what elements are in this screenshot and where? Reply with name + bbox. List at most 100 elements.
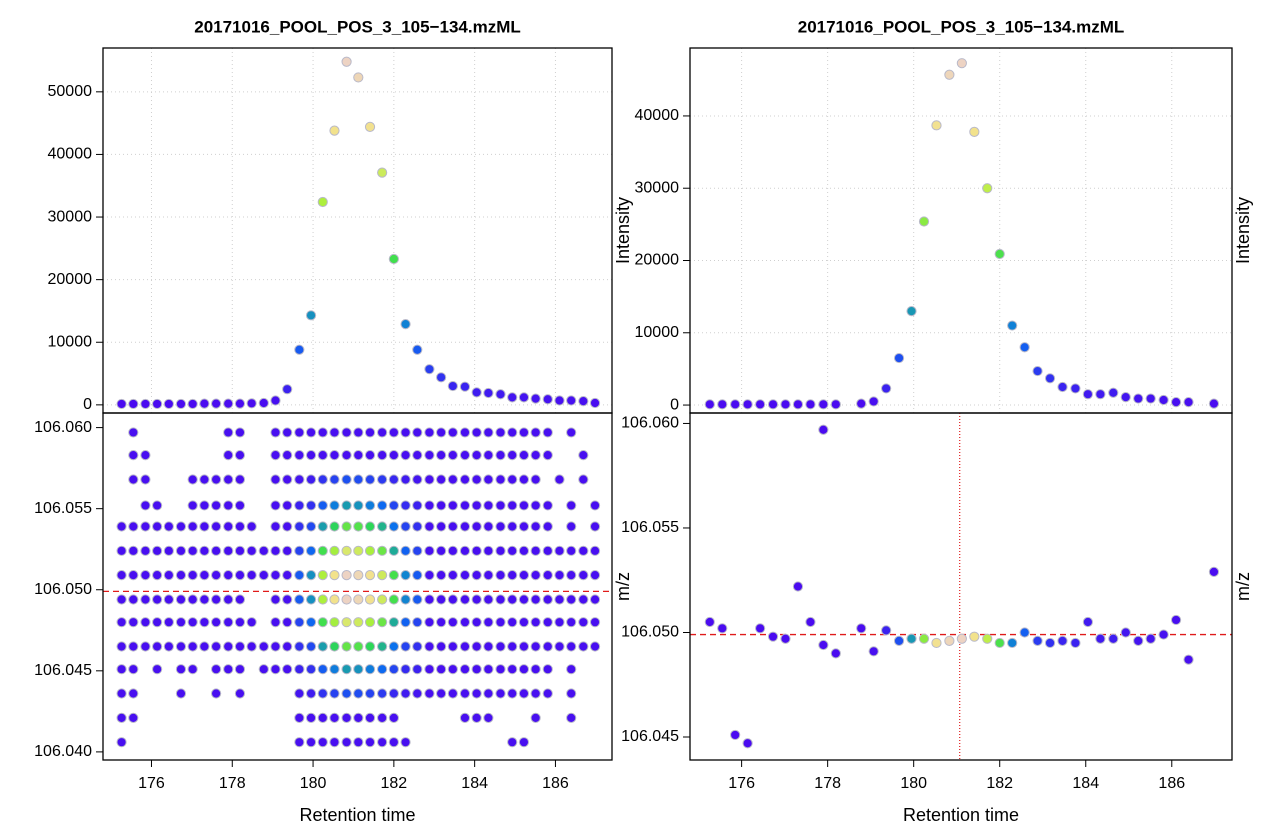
point — [353, 521, 364, 532]
point — [211, 617, 222, 628]
point — [246, 570, 257, 581]
point — [116, 641, 127, 652]
point — [388, 688, 399, 699]
point — [341, 474, 352, 485]
point — [424, 664, 435, 675]
y-tick-label: 106.055 — [34, 500, 92, 517]
point — [199, 521, 210, 532]
point — [364, 521, 376, 532]
point — [542, 570, 553, 581]
point — [578, 450, 589, 461]
point — [364, 664, 376, 675]
point — [755, 623, 766, 634]
point — [187, 500, 198, 511]
point — [388, 737, 399, 748]
point — [554, 570, 565, 581]
point — [364, 121, 376, 132]
point — [436, 372, 447, 383]
point — [1057, 635, 1068, 646]
point — [163, 617, 174, 628]
point — [305, 474, 317, 485]
point — [175, 545, 187, 556]
point — [518, 521, 530, 532]
point — [329, 474, 340, 485]
point — [305, 737, 317, 748]
point — [116, 688, 127, 699]
point — [424, 641, 435, 652]
point — [589, 521, 601, 532]
point — [187, 474, 198, 485]
point — [518, 427, 530, 438]
point — [483, 641, 494, 652]
point — [258, 664, 269, 675]
point — [436, 474, 447, 485]
point — [128, 427, 139, 438]
point — [377, 427, 388, 438]
point — [507, 500, 518, 511]
point — [294, 521, 305, 532]
point — [317, 500, 328, 511]
point — [305, 500, 317, 511]
point — [542, 641, 553, 652]
point — [199, 545, 210, 556]
point — [495, 641, 506, 652]
point — [305, 617, 317, 628]
point — [554, 395, 565, 406]
point — [116, 521, 127, 532]
point — [116, 737, 127, 748]
point — [495, 594, 506, 605]
point — [128, 570, 139, 581]
point — [507, 450, 518, 461]
point — [175, 570, 187, 581]
point — [400, 594, 411, 605]
point — [471, 688, 482, 699]
x-tick-label: 176 — [728, 775, 755, 792]
point — [578, 474, 589, 485]
point — [187, 570, 198, 581]
point — [187, 545, 198, 556]
point — [211, 474, 222, 485]
point — [483, 521, 494, 532]
point — [412, 344, 423, 355]
point — [400, 641, 411, 652]
point — [542, 427, 553, 438]
point — [495, 521, 506, 532]
point — [223, 398, 234, 409]
x-axis-label: Retention time — [299, 805, 415, 825]
point — [518, 450, 530, 461]
point — [483, 617, 494, 628]
point — [341, 664, 352, 675]
point — [223, 570, 234, 581]
point — [554, 474, 565, 485]
point — [730, 729, 741, 741]
point — [542, 521, 553, 532]
point — [956, 58, 967, 69]
chart-title: 20171016_POOL_POS_3_105−134.mzML — [798, 17, 1125, 36]
point — [483, 570, 494, 581]
point — [578, 641, 589, 652]
point — [223, 427, 234, 438]
point — [447, 594, 458, 605]
point — [199, 617, 210, 628]
point — [116, 570, 127, 581]
point — [400, 521, 411, 532]
point — [507, 521, 518, 532]
point — [341, 594, 352, 605]
y-tick-label: 20000 — [48, 271, 93, 288]
point — [424, 427, 435, 438]
point — [459, 594, 471, 605]
point — [412, 500, 423, 511]
point — [234, 664, 246, 675]
point — [329, 450, 340, 461]
point — [377, 688, 388, 699]
point — [424, 570, 435, 581]
point — [471, 387, 482, 398]
point — [483, 664, 494, 675]
point — [187, 641, 198, 652]
y-tick-label: 106.050 — [34, 581, 92, 598]
point — [305, 664, 317, 675]
point — [578, 545, 589, 556]
point — [805, 616, 816, 628]
point — [152, 641, 163, 652]
